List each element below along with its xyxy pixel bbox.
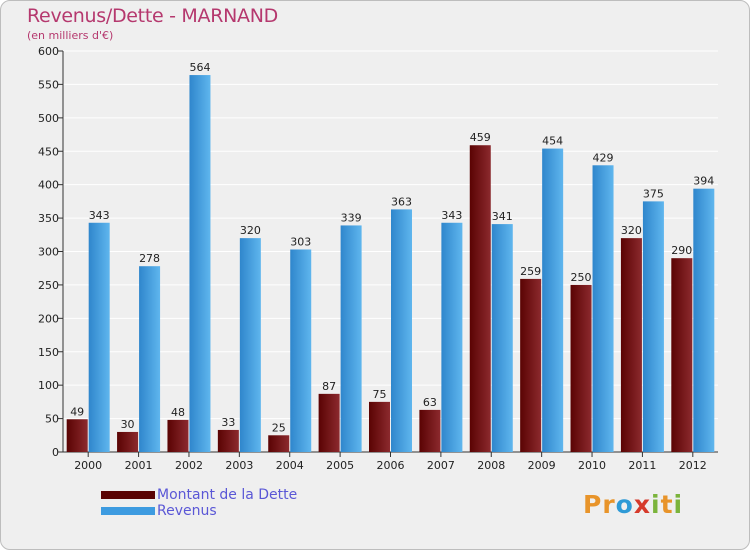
y-tick-label: 550 (38, 78, 59, 91)
x-tick-label: 2004 (276, 459, 304, 472)
x-tick-label: 2010 (578, 459, 606, 472)
data-label-revenue: 320 (240, 224, 261, 237)
data-label-debt: 250 (571, 271, 592, 284)
data-label-debt: 290 (671, 244, 692, 257)
bar-debt-2006 (369, 401, 390, 452)
logo-letter: P (583, 490, 603, 519)
data-label-revenue: 429 (593, 151, 614, 164)
x-tick-label: 2005 (326, 459, 354, 472)
bar-revenue-2010 (592, 165, 614, 452)
bar-revenue-2001 (139, 266, 161, 452)
logo-letter: x (633, 490, 651, 519)
data-label-revenue: 564 (189, 61, 210, 74)
bar-debt-2010 (570, 284, 592, 452)
data-label-revenue: 343 (441, 209, 462, 222)
x-tick-label: 2008 (477, 459, 505, 472)
legend-item-revenue: Revenus (101, 503, 297, 519)
data-label-revenue: 394 (693, 175, 714, 188)
bar-debt-2008 (469, 145, 491, 453)
data-label-revenue: 303 (290, 235, 311, 248)
bar-revenue-2006 (391, 209, 412, 452)
data-label-debt: 259 (520, 265, 541, 278)
y-tick-label: 450 (38, 145, 59, 158)
bar-revenue-2004 (290, 249, 312, 452)
bar-revenue-2009 (542, 148, 564, 452)
x-tick-label: 2012 (679, 459, 707, 472)
bar-revenue-2000 (88, 222, 110, 452)
y-tick-label: 250 (38, 279, 59, 292)
data-label-debt: 49 (70, 405, 84, 418)
logo-letter: i (673, 490, 684, 519)
data-label-debt: 48 (171, 406, 185, 419)
legend-item-debt: Montant de la Dette (101, 487, 297, 503)
y-tick-label: 300 (38, 246, 59, 259)
y-tick-label: 500 (38, 112, 59, 125)
logo-letter: o (615, 490, 634, 519)
x-tick-label: 2006 (377, 459, 405, 472)
y-tick-label: 150 (38, 346, 59, 359)
data-label-revenue: 454 (542, 135, 563, 148)
x-tick-label: 2000 (74, 459, 102, 472)
logo-letter: i (651, 490, 661, 519)
data-label-debt: 320 (621, 224, 642, 237)
bar-debt-2002 (167, 419, 189, 452)
bar-revenue-2002 (189, 75, 211, 452)
proxiti-logo: Proxiti (583, 490, 683, 519)
data-label-debt: 459 (470, 131, 491, 144)
data-label-revenue: 339 (341, 211, 362, 224)
bar-revenue-2011 (642, 201, 664, 452)
bar-revenue-2005 (340, 225, 362, 452)
bar-debt-2007 (419, 409, 441, 452)
x-tick-label: 2002 (175, 459, 203, 472)
bar-revenue-2012 (693, 188, 715, 452)
y-tick-label: 600 (38, 45, 59, 58)
data-label-debt: 25 (272, 421, 286, 434)
legend-swatch-revenue (101, 507, 155, 515)
bar-debt-2001 (117, 431, 139, 452)
x-tick-label: 2003 (225, 459, 253, 472)
bar-revenue-2007 (441, 222, 463, 452)
y-tick-label: 50 (45, 413, 59, 426)
bar-debt-2003 (217, 429, 239, 452)
data-label-debt: 33 (221, 416, 235, 429)
data-label-revenue: 278 (139, 252, 160, 265)
bar-revenue-2008 (491, 224, 513, 452)
bar-debt-2009 (520, 278, 542, 452)
chart-subtitle: (en milliers d'€) (27, 29, 114, 42)
x-tick-label: 2011 (628, 459, 656, 472)
bar-debt-2011 (620, 238, 642, 452)
logo-letter: r (602, 490, 616, 519)
legend-label-debt: Montant de la Dette (157, 487, 298, 503)
y-tick-label: 100 (38, 379, 59, 392)
bar-debt-2000 (66, 419, 88, 452)
y-tick-label: 350 (38, 212, 59, 225)
legend: Montant de la Dette Revenus (101, 487, 297, 519)
data-label-debt: 87 (322, 380, 336, 393)
chart-title: Revenus/Dette - MARNAND (27, 5, 278, 27)
x-tick-label: 2007 (427, 459, 455, 472)
bar-revenue-2003 (239, 238, 261, 452)
legend-label-revenue: Revenus (157, 503, 217, 519)
legend-swatch-debt (101, 491, 155, 499)
y-tick-label: 400 (38, 179, 59, 192)
y-tick-label: 0 (52, 446, 59, 459)
bar-debt-2004 (268, 435, 290, 452)
data-label-revenue: 343 (89, 209, 110, 222)
x-tick-label: 2009 (528, 459, 556, 472)
y-tick-label: 200 (38, 312, 59, 325)
logo-letter: t (660, 490, 674, 519)
data-label-debt: 75 (373, 388, 387, 401)
data-label-debt: 30 (121, 418, 135, 431)
x-tick-label: 2001 (125, 459, 153, 472)
data-label-revenue: 363 (391, 195, 412, 208)
data-label-revenue: 375 (643, 187, 664, 200)
data-label-debt: 63 (423, 396, 437, 409)
data-label-revenue: 341 (492, 210, 513, 223)
bar-debt-2005 (318, 393, 340, 452)
bar-debt-2012 (671, 258, 693, 452)
